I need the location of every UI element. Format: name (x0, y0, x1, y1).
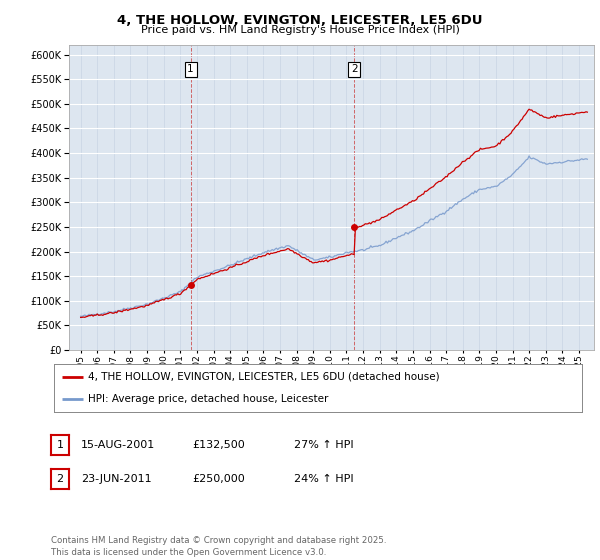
Text: 2: 2 (56, 474, 64, 484)
Text: 27% ↑ HPI: 27% ↑ HPI (294, 440, 353, 450)
Text: 4, THE HOLLOW, EVINGTON, LEICESTER, LE5 6DU: 4, THE HOLLOW, EVINGTON, LEICESTER, LE5 … (117, 14, 483, 27)
Text: £132,500: £132,500 (192, 440, 245, 450)
Text: Price paid vs. HM Land Registry's House Price Index (HPI): Price paid vs. HM Land Registry's House … (140, 25, 460, 35)
Text: 2: 2 (351, 64, 358, 74)
Text: 4, THE HOLLOW, EVINGTON, LEICESTER, LE5 6DU (detached house): 4, THE HOLLOW, EVINGTON, LEICESTER, LE5 … (88, 372, 440, 382)
Text: 24% ↑ HPI: 24% ↑ HPI (294, 474, 353, 484)
Text: £250,000: £250,000 (192, 474, 245, 484)
Text: 23-JUN-2011: 23-JUN-2011 (81, 474, 152, 484)
Text: 15-AUG-2001: 15-AUG-2001 (81, 440, 155, 450)
Text: 1: 1 (187, 64, 194, 74)
Text: HPI: Average price, detached house, Leicester: HPI: Average price, detached house, Leic… (88, 394, 329, 404)
Text: Contains HM Land Registry data © Crown copyright and database right 2025.
This d: Contains HM Land Registry data © Crown c… (51, 536, 386, 557)
Text: 1: 1 (56, 440, 64, 450)
